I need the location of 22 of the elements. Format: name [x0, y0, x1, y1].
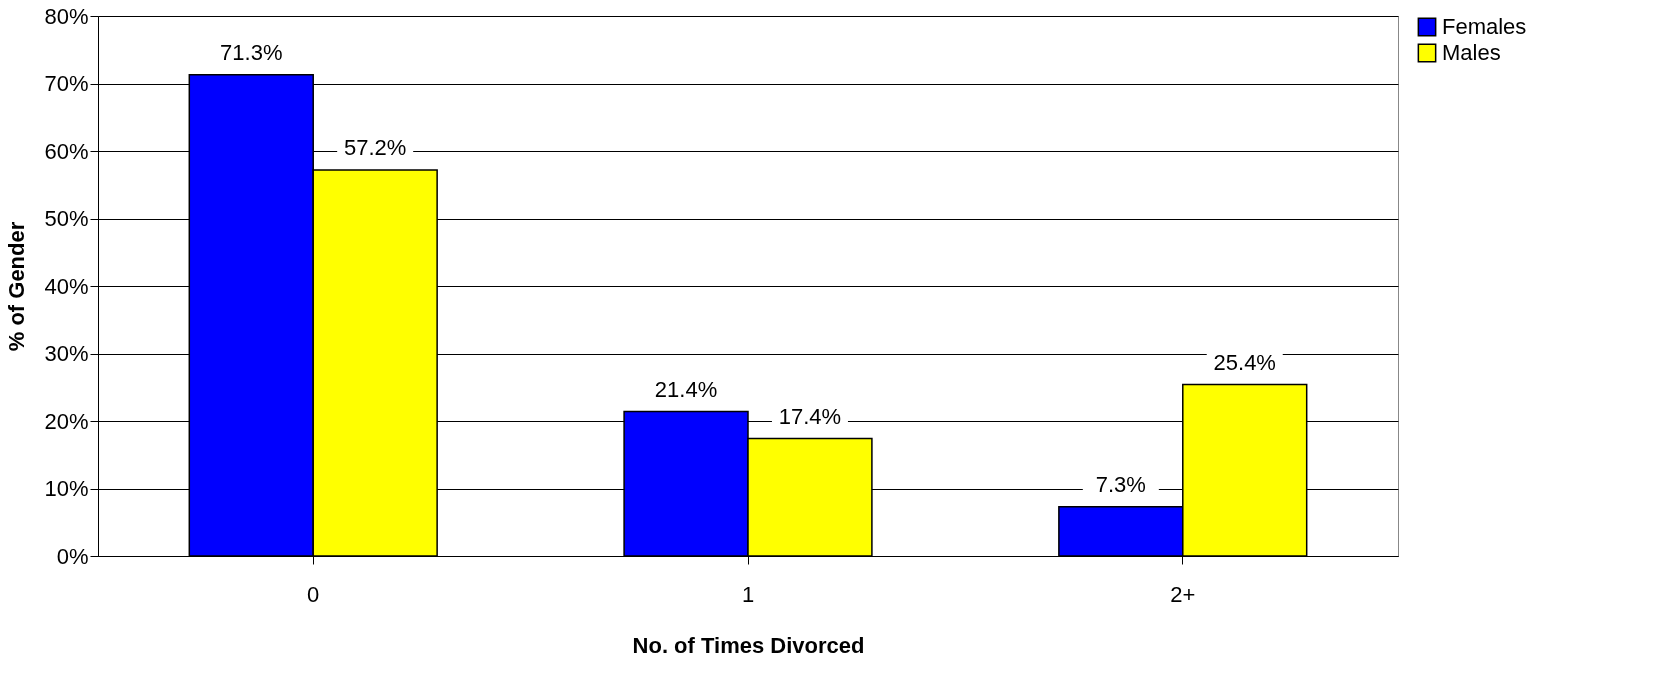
- legend-label: Females: [1442, 14, 1527, 39]
- x-tick-label: 0: [307, 581, 320, 607]
- y-tick-label: 0%: [56, 543, 89, 569]
- x-tick-label: 2+: [1170, 581, 1196, 607]
- data-label: 7.3%: [1095, 471, 1146, 497]
- data-label: 71.3%: [220, 39, 283, 65]
- y-tick-label: 20%: [44, 408, 89, 434]
- x-tick-label: 1: [741, 581, 755, 607]
- data-label: 21.4%: [654, 376, 718, 402]
- data-label: 17.4%: [778, 403, 842, 429]
- x-axis-title: No. of Times Divorced: [632, 632, 865, 658]
- y-tick-label: 40%: [44, 273, 89, 299]
- legend-label: Males: [1442, 40, 1501, 65]
- y-tick-label: 80%: [44, 3, 89, 29]
- y-tick-label: 60%: [44, 138, 89, 164]
- y-tick-label: 50%: [44, 206, 89, 231]
- y-tick-label: 70%: [44, 71, 89, 96]
- data-label: 57.2%: [343, 134, 407, 160]
- y-tick-label: 10%: [44, 476, 89, 501]
- data-label: 25.4%: [1213, 349, 1276, 375]
- y-axis-title: % of Gender: [4, 221, 30, 352]
- y-tick-label: 30%: [44, 341, 89, 366]
